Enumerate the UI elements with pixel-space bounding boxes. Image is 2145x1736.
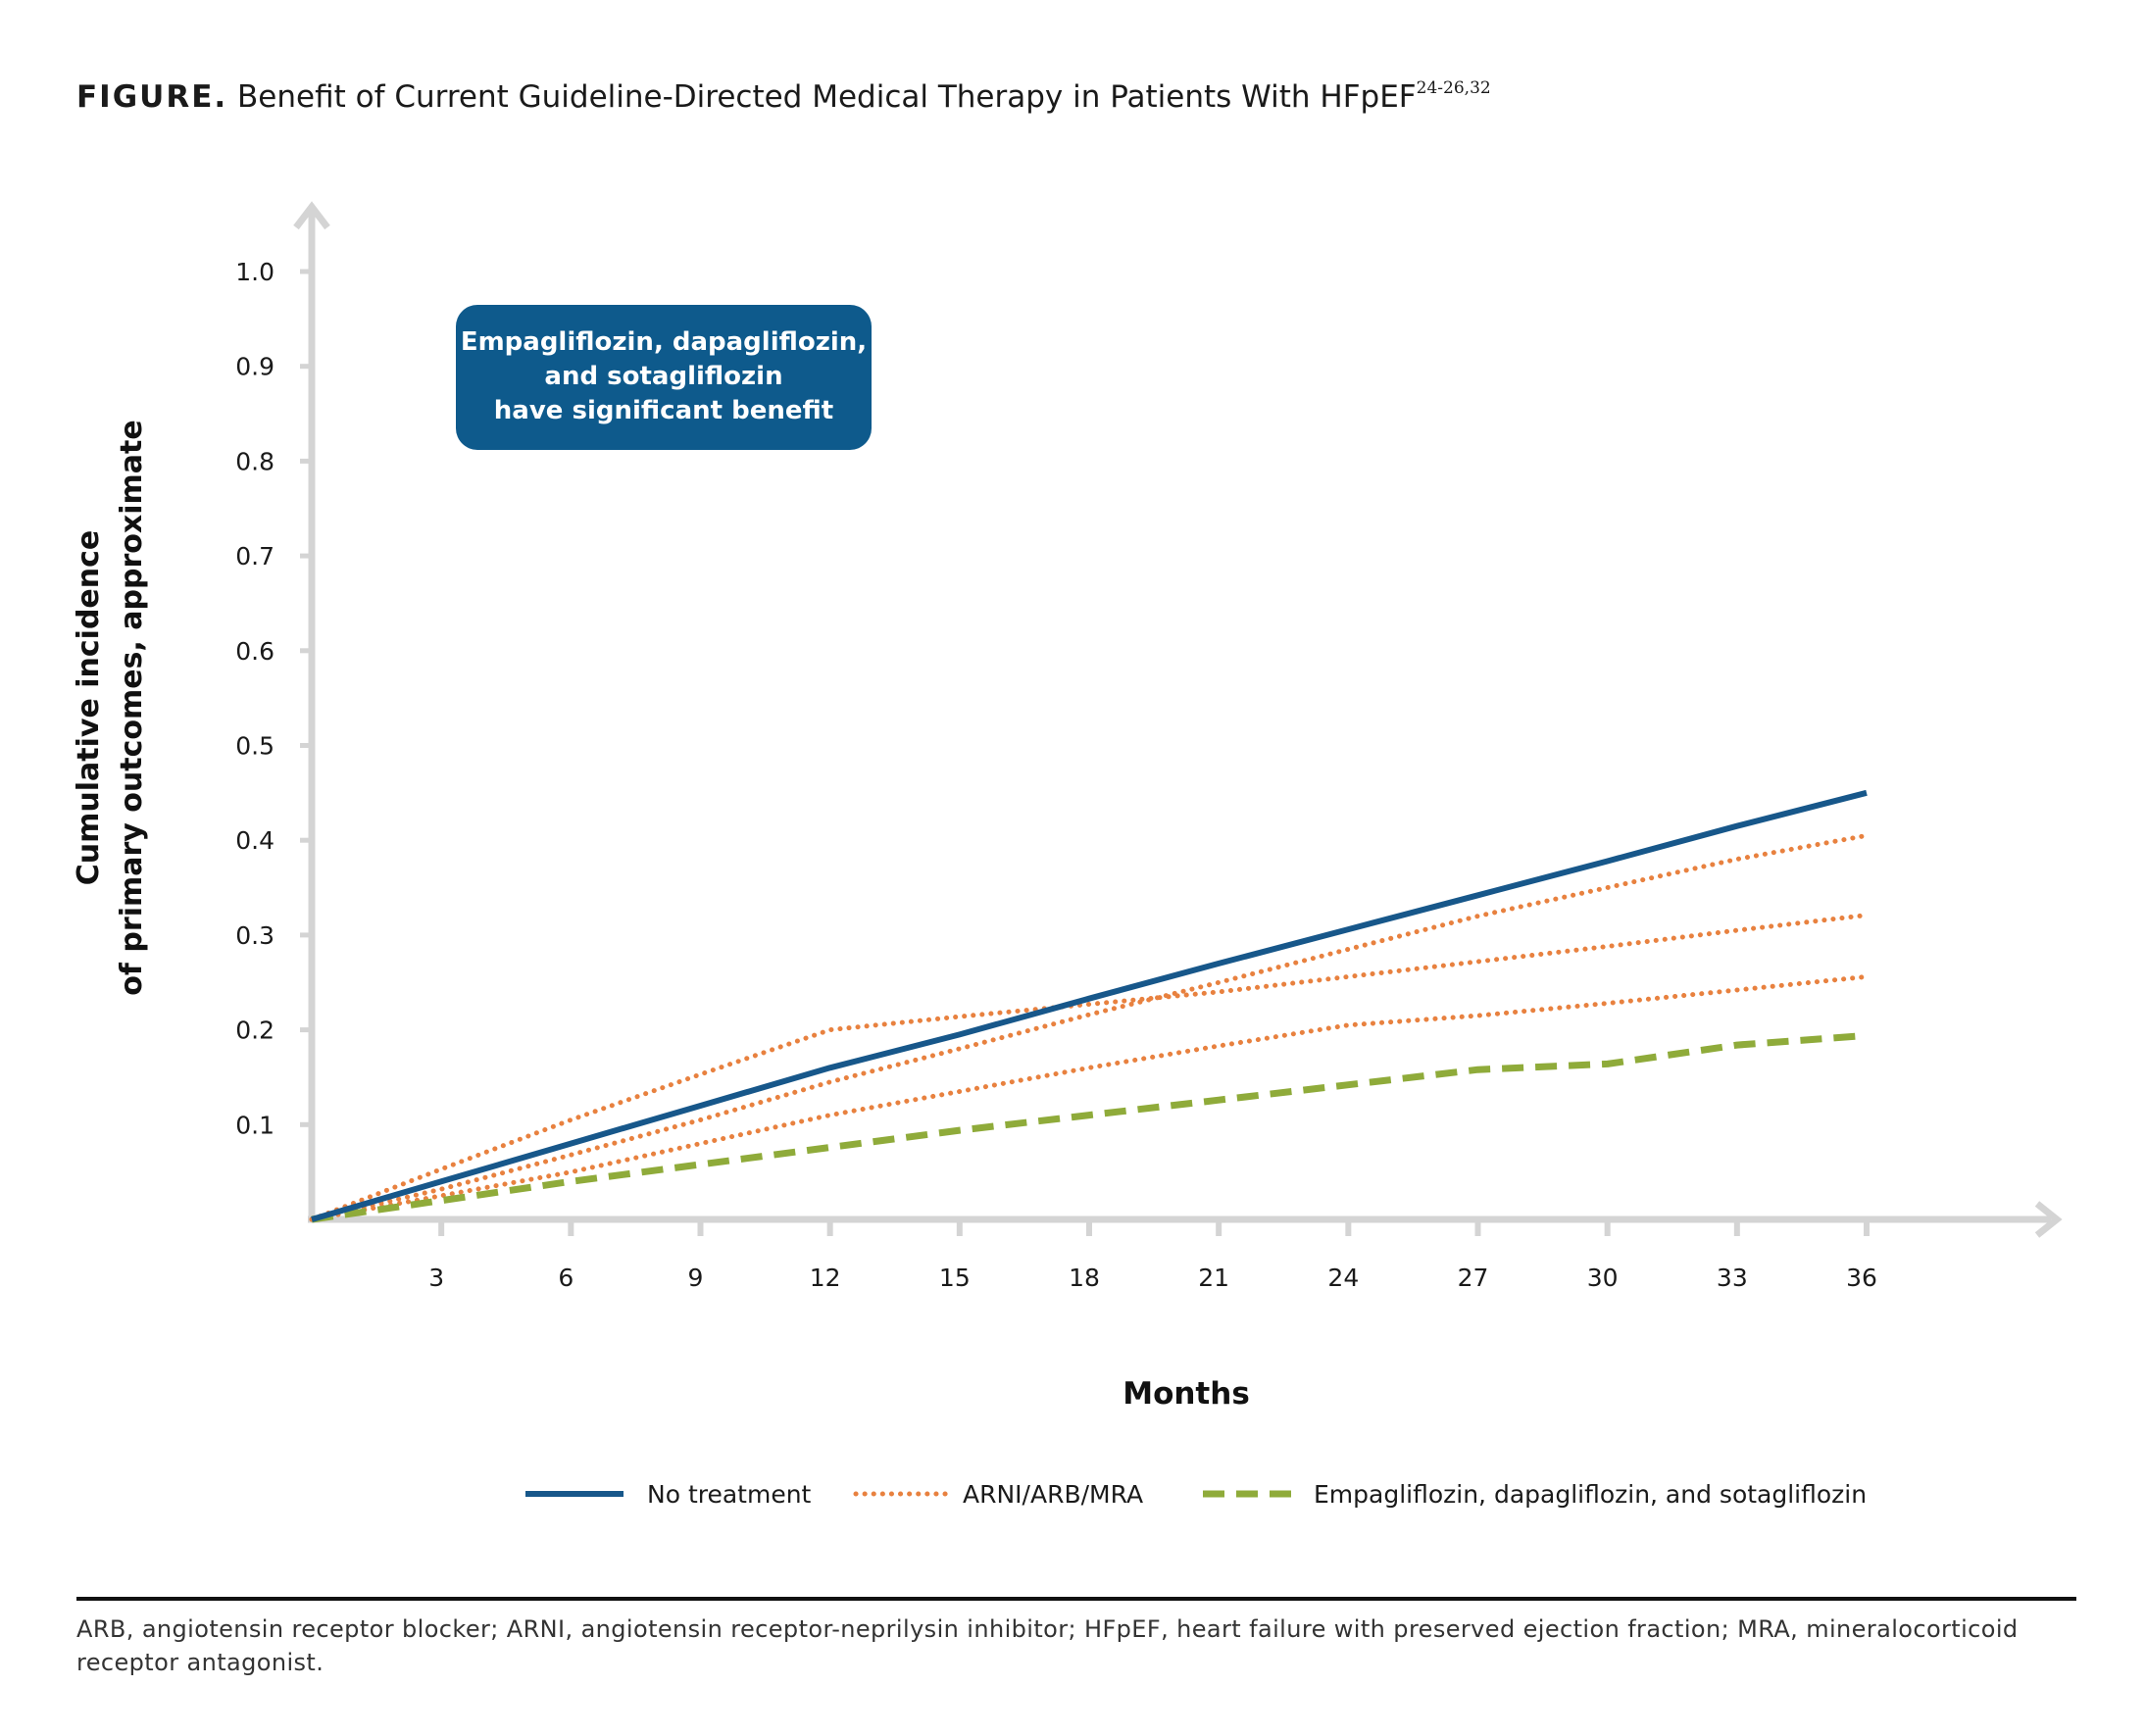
legend-label: Empagliflozin, dapagliflozin, and sotagl… [1314,1480,1867,1509]
figure-label: FIGURE. [76,79,228,115]
legend-label: ARNI/ARB/MRA [963,1480,1143,1509]
y-tick-label: 0.3 [235,921,274,950]
series-line-empagliflozin-dapagliflozin-and-sotagliflozin [311,1031,1868,1223]
chart-axes: 0.10.20.30.40.50.60.70.80.91.03 6 9 12 15 18 2… [72,201,2063,1412]
x-tick-label: 6 [558,1264,574,1292]
series-line-arni-arb-mra [309,973,1870,1222]
x-tick-label: 15 [939,1264,971,1292]
x-tick-label: 36 [1846,1264,1877,1292]
footer-divider [76,1597,2076,1601]
callout-line: have significant benefit [494,396,833,425]
y-tick-label: 0.9 [235,353,274,381]
x-tick-label: 12 [810,1264,841,1292]
figure-title-text: Benefit of Current Guideline-Directed Me… [237,79,1417,115]
y-tick-label: 0.1 [235,1111,274,1139]
x-axis-title: Months [1122,1376,1250,1412]
y-tick-label: 0.5 [235,732,274,761]
x-tick-label: 18 [1069,1264,1100,1292]
x-tick-label: 30 [1587,1264,1619,1292]
y-axis-title-line: Cumulative incidence [72,530,106,886]
y-tick-label: 0.7 [235,542,274,570]
figure-title-superscript: 24-26,32 [1416,78,1491,98]
callout-box: Empagliflozin, dapagliflozin, and sotagli… [456,305,872,450]
y-tick-label: 0.8 [235,447,274,475]
x-tick-label: 33 [1717,1264,1748,1292]
series-line-no-treatment [311,789,1868,1222]
x-tick-label: 3 [428,1264,444,1292]
y-tick-label: 1.0 [235,258,274,286]
legend-label: No treatment [647,1480,812,1509]
series-line-arni-arb-mra [309,832,1870,1222]
y-axis-title-line: of primary outcomes, approximate [115,420,149,995]
callout-background [456,305,872,450]
y-axis-arrow-icon [293,201,330,230]
chart-legend: No treatment ARNI/ARB/MRA Empagliflozin, d… [525,1480,1867,1509]
y-axis-title: Cumulative incidence of primary outcomes,… [72,420,149,995]
x-tick-label: 24 [1327,1264,1359,1292]
callout-line: and sotagliflozin [544,362,782,391]
callout-line: Empagliflozin, dapagliflozin, [461,327,867,357]
x-tick-label: 21 [1198,1264,1229,1292]
y-tick-label: 0.2 [235,1017,274,1045]
footnote: ARB, angiotensin receptor blocker; ARNI,… [76,1615,2019,1676]
series-line-arni-arb-mra [309,913,1870,1222]
x-axis-arrow-icon [2034,1201,2063,1238]
figure-title: FIGURE. Benefit of Current Guideline-Dir… [76,67,1491,119]
y-tick-label: 0.6 [235,637,274,666]
x-tick-label: 9 [688,1264,704,1292]
y-tick-label: 0.4 [235,826,274,855]
x-tick-label: 27 [1458,1264,1489,1292]
chart-series [309,789,1870,1223]
